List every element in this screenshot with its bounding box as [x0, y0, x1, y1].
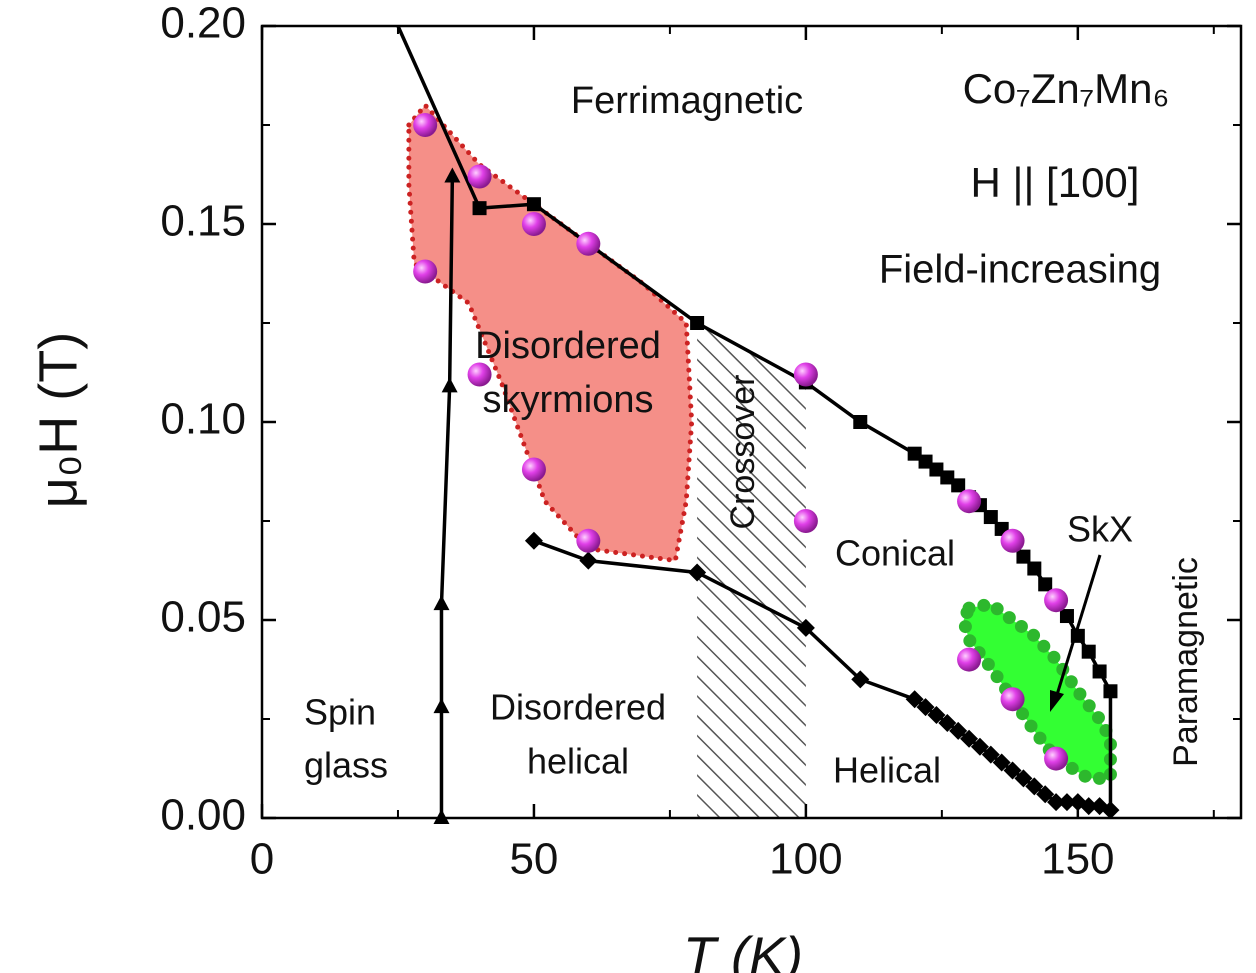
y-tick-label: 0.20 [160, 0, 246, 48]
sphere-marker [576, 231, 601, 256]
diamond-marker [1101, 801, 1120, 820]
annotation: skyrmions [482, 379, 653, 421]
diamond-marker [796, 618, 815, 637]
sphere-marker [957, 489, 982, 514]
phase-region [697, 323, 806, 818]
phase-boundary [396, 25, 482, 209]
sphere-marker [1044, 588, 1069, 613]
sphere-marker [413, 259, 438, 284]
square-marker [853, 415, 868, 429]
y-tick-label: 0.00 [160, 791, 246, 840]
diamond-marker [949, 721, 968, 740]
square-marker [526, 197, 541, 212]
sphere-marker [1000, 687, 1025, 712]
triangle-marker [433, 698, 450, 714]
square-marker [940, 470, 955, 485]
triangle-marker [433, 595, 450, 611]
diamond-marker [916, 698, 935, 717]
x-tick-label: 100 [769, 835, 842, 884]
skx-arrow-head [1050, 690, 1064, 712]
annotation: Helical [833, 750, 941, 791]
diamond-marker [1047, 793, 1066, 812]
sphere-marker [793, 509, 818, 533]
sphere-marker [467, 362, 492, 387]
phase-region [406, 101, 695, 564]
annotation: Disordered [475, 325, 661, 367]
annotation: Field-increasing [879, 248, 1161, 292]
square-marker [929, 462, 944, 477]
y-tick-label: 0.10 [160, 395, 246, 444]
sphere-marker [957, 647, 982, 672]
annotation: Crossover [724, 375, 762, 530]
x-tick-label: 0 [250, 835, 274, 884]
sphere-marker [576, 528, 601, 553]
square-marker [918, 454, 933, 469]
sphere-marker [793, 362, 818, 387]
square-marker [1059, 609, 1074, 624]
skx-arrow [1054, 554, 1102, 699]
square-marker [983, 510, 998, 525]
texts: Ferrimagnetic Co₇Zn₇Mn₆ H || [100] Field-in… [304, 65, 1205, 790]
square-marker [1016, 549, 1031, 564]
x-axis-label: T (K) [683, 926, 803, 973]
diamond-marker [1036, 785, 1055, 804]
triangle-marker [433, 809, 450, 824]
diamond-marker [927, 706, 946, 725]
annotation: Paramagnetic [1167, 557, 1205, 767]
sphere-marker [1044, 746, 1069, 771]
diamond-marker [1003, 761, 1022, 780]
diamond-marker [992, 753, 1011, 772]
annotation: Co₇Zn₇Mn₆ [963, 65, 1170, 112]
diamond-marker [851, 670, 870, 689]
annotation: Spin [304, 692, 376, 733]
diamond-marker [579, 551, 598, 570]
sphere-marker [1000, 528, 1025, 553]
y-axis-label: μ₀H (T) [28, 332, 88, 508]
sphere-marker [467, 164, 492, 189]
diamond-marker [938, 713, 957, 732]
y-tick-label: 0.05 [160, 593, 246, 642]
triangle-marker [444, 167, 461, 183]
diamond-marker [960, 729, 979, 748]
diamond-marker [981, 745, 1000, 764]
annotation: H || [100] [971, 159, 1140, 206]
plot-frame [260, 24, 1243, 820]
square-marker [951, 478, 966, 493]
square-marker [1081, 644, 1096, 659]
y-tick-label: 0.15 [160, 197, 246, 246]
triangle-marker [441, 377, 458, 393]
annotation: SkX [1067, 509, 1133, 550]
square-marker [690, 316, 705, 330]
x-tick-label: 150 [1041, 835, 1114, 884]
annotation: helical [527, 741, 629, 782]
diamond-marker [1014, 769, 1033, 788]
square-marker [907, 446, 922, 461]
points [413, 113, 1069, 771]
x-tick-label: 50 [509, 835, 558, 884]
sphere-marker [521, 212, 546, 236]
diamond-marker [524, 531, 543, 550]
diamond-marker [970, 737, 989, 756]
annotation: Ferrimagnetic [571, 80, 803, 122]
diamond-marker [1025, 777, 1044, 796]
annotation: Disordered [490, 687, 666, 728]
diamond-marker [1079, 797, 1098, 816]
diamond-marker [1057, 793, 1076, 812]
diamond-marker [688, 563, 707, 582]
square-marker [1092, 664, 1107, 679]
annotation: Conical [835, 533, 955, 574]
annotation: glass [304, 745, 388, 786]
square-marker [472, 201, 487, 216]
sphere-marker [413, 113, 438, 137]
diamond-marker [905, 690, 924, 709]
sphere-marker [521, 457, 546, 482]
square-marker [1038, 577, 1053, 592]
square-marker [1027, 561, 1042, 576]
